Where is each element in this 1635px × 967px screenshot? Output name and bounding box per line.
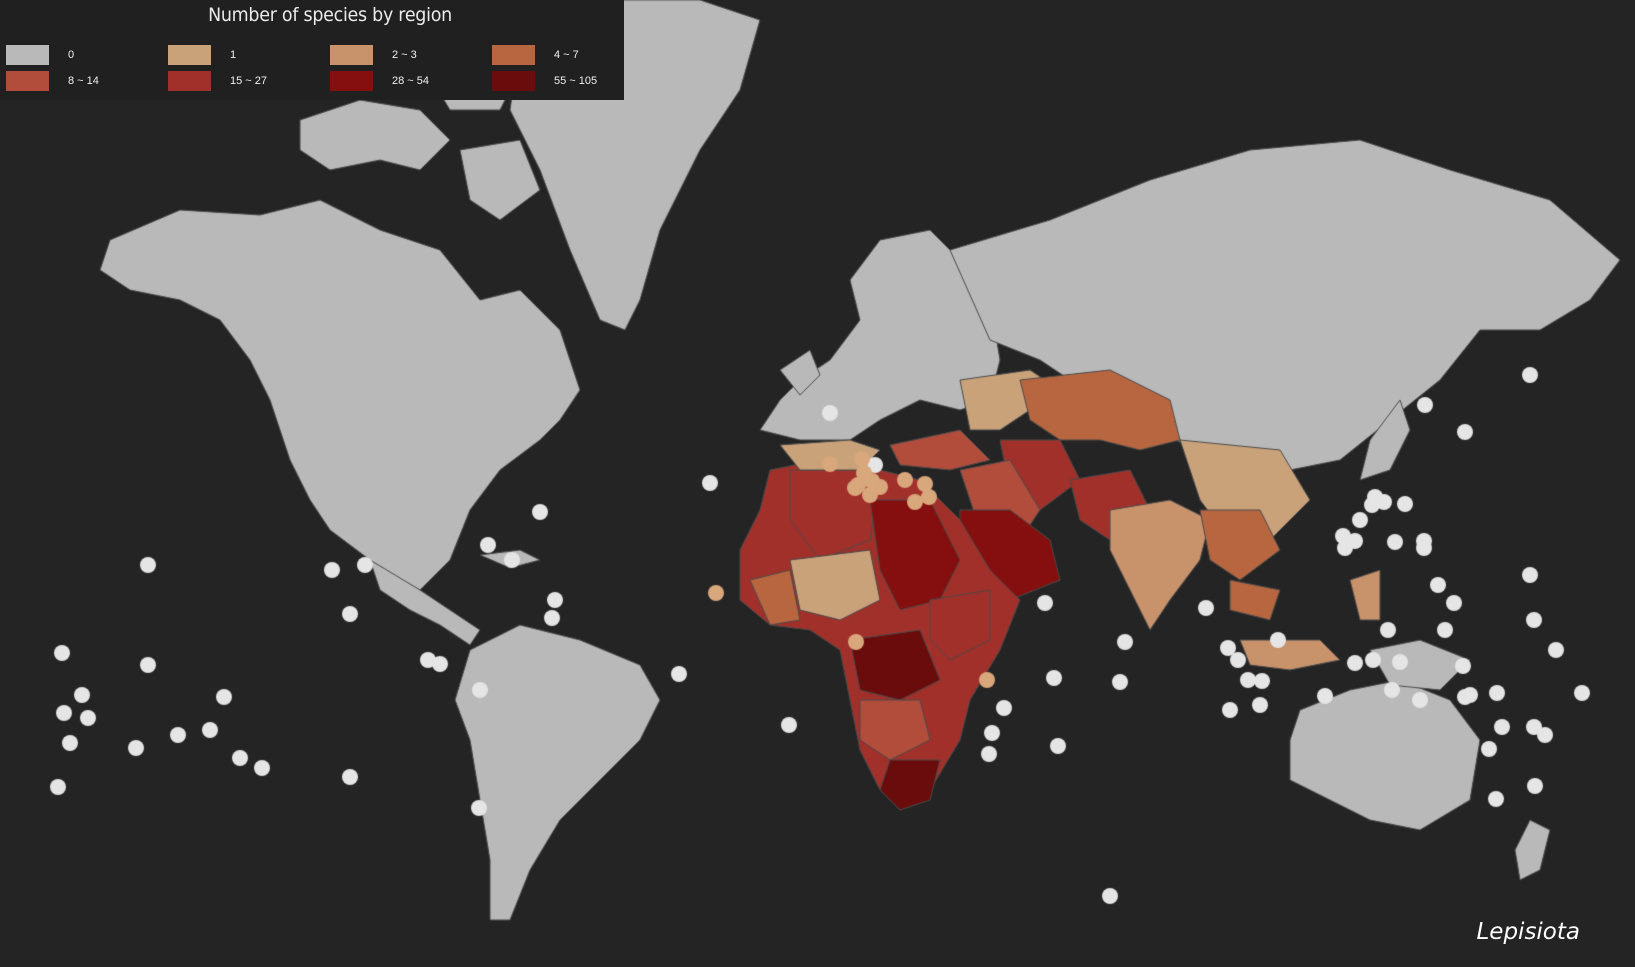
legend-label-28-54: 28 ~ 54 — [392, 74, 430, 87]
legend-swatch-4-7 — [492, 44, 535, 65]
legend-label-4-7: 4 ~ 7 — [554, 48, 579, 61]
legend: Number of species by region 0 1 2 ~ 3 4 … — [0, 0, 624, 100]
legend-item-1: 1 — [168, 44, 330, 65]
legend-label-0: 0 — [68, 48, 75, 61]
legend-swatch-28-54 — [330, 70, 373, 91]
genus-label: Lepisiota — [1476, 919, 1580, 945]
legend-title: Number of species by region — [208, 4, 452, 26]
legend-swatch-55-105 — [492, 70, 535, 91]
legend-item-2-3: 2 ~ 3 — [330, 44, 492, 65]
legend-swatch-15-27 — [168, 70, 211, 91]
legend-label-2-3: 2 ~ 3 — [392, 48, 417, 61]
legend-swatch-2-3 — [330, 44, 373, 65]
legend-swatch-8-14 — [6, 70, 49, 91]
legend-item-4-7: 4 ~ 7 — [492, 44, 622, 65]
legend-swatch-1 — [168, 44, 211, 65]
legend-item-28-54: 28 ~ 54 — [330, 70, 492, 91]
legend-label-8-14: 8 ~ 14 — [68, 74, 99, 87]
legend-label-15-27: 15 ~ 27 — [230, 74, 268, 87]
legend-swatch-0 — [6, 44, 49, 65]
legend-item-15-27: 15 ~ 27 — [168, 70, 330, 91]
legend-label-55-105: 55 ~ 105 — [554, 74, 598, 87]
legend-label-1: 1 — [230, 48, 237, 61]
legend-grid: 0 1 2 ~ 3 4 ~ 7 8 ~ 14 15 ~ 27 28 ~ 54 — [6, 44, 622, 91]
legend-item-8-14: 8 ~ 14 — [6, 70, 168, 91]
legend-item-55-105: 55 ~ 105 — [492, 70, 622, 91]
legend-item-0: 0 — [6, 44, 168, 65]
